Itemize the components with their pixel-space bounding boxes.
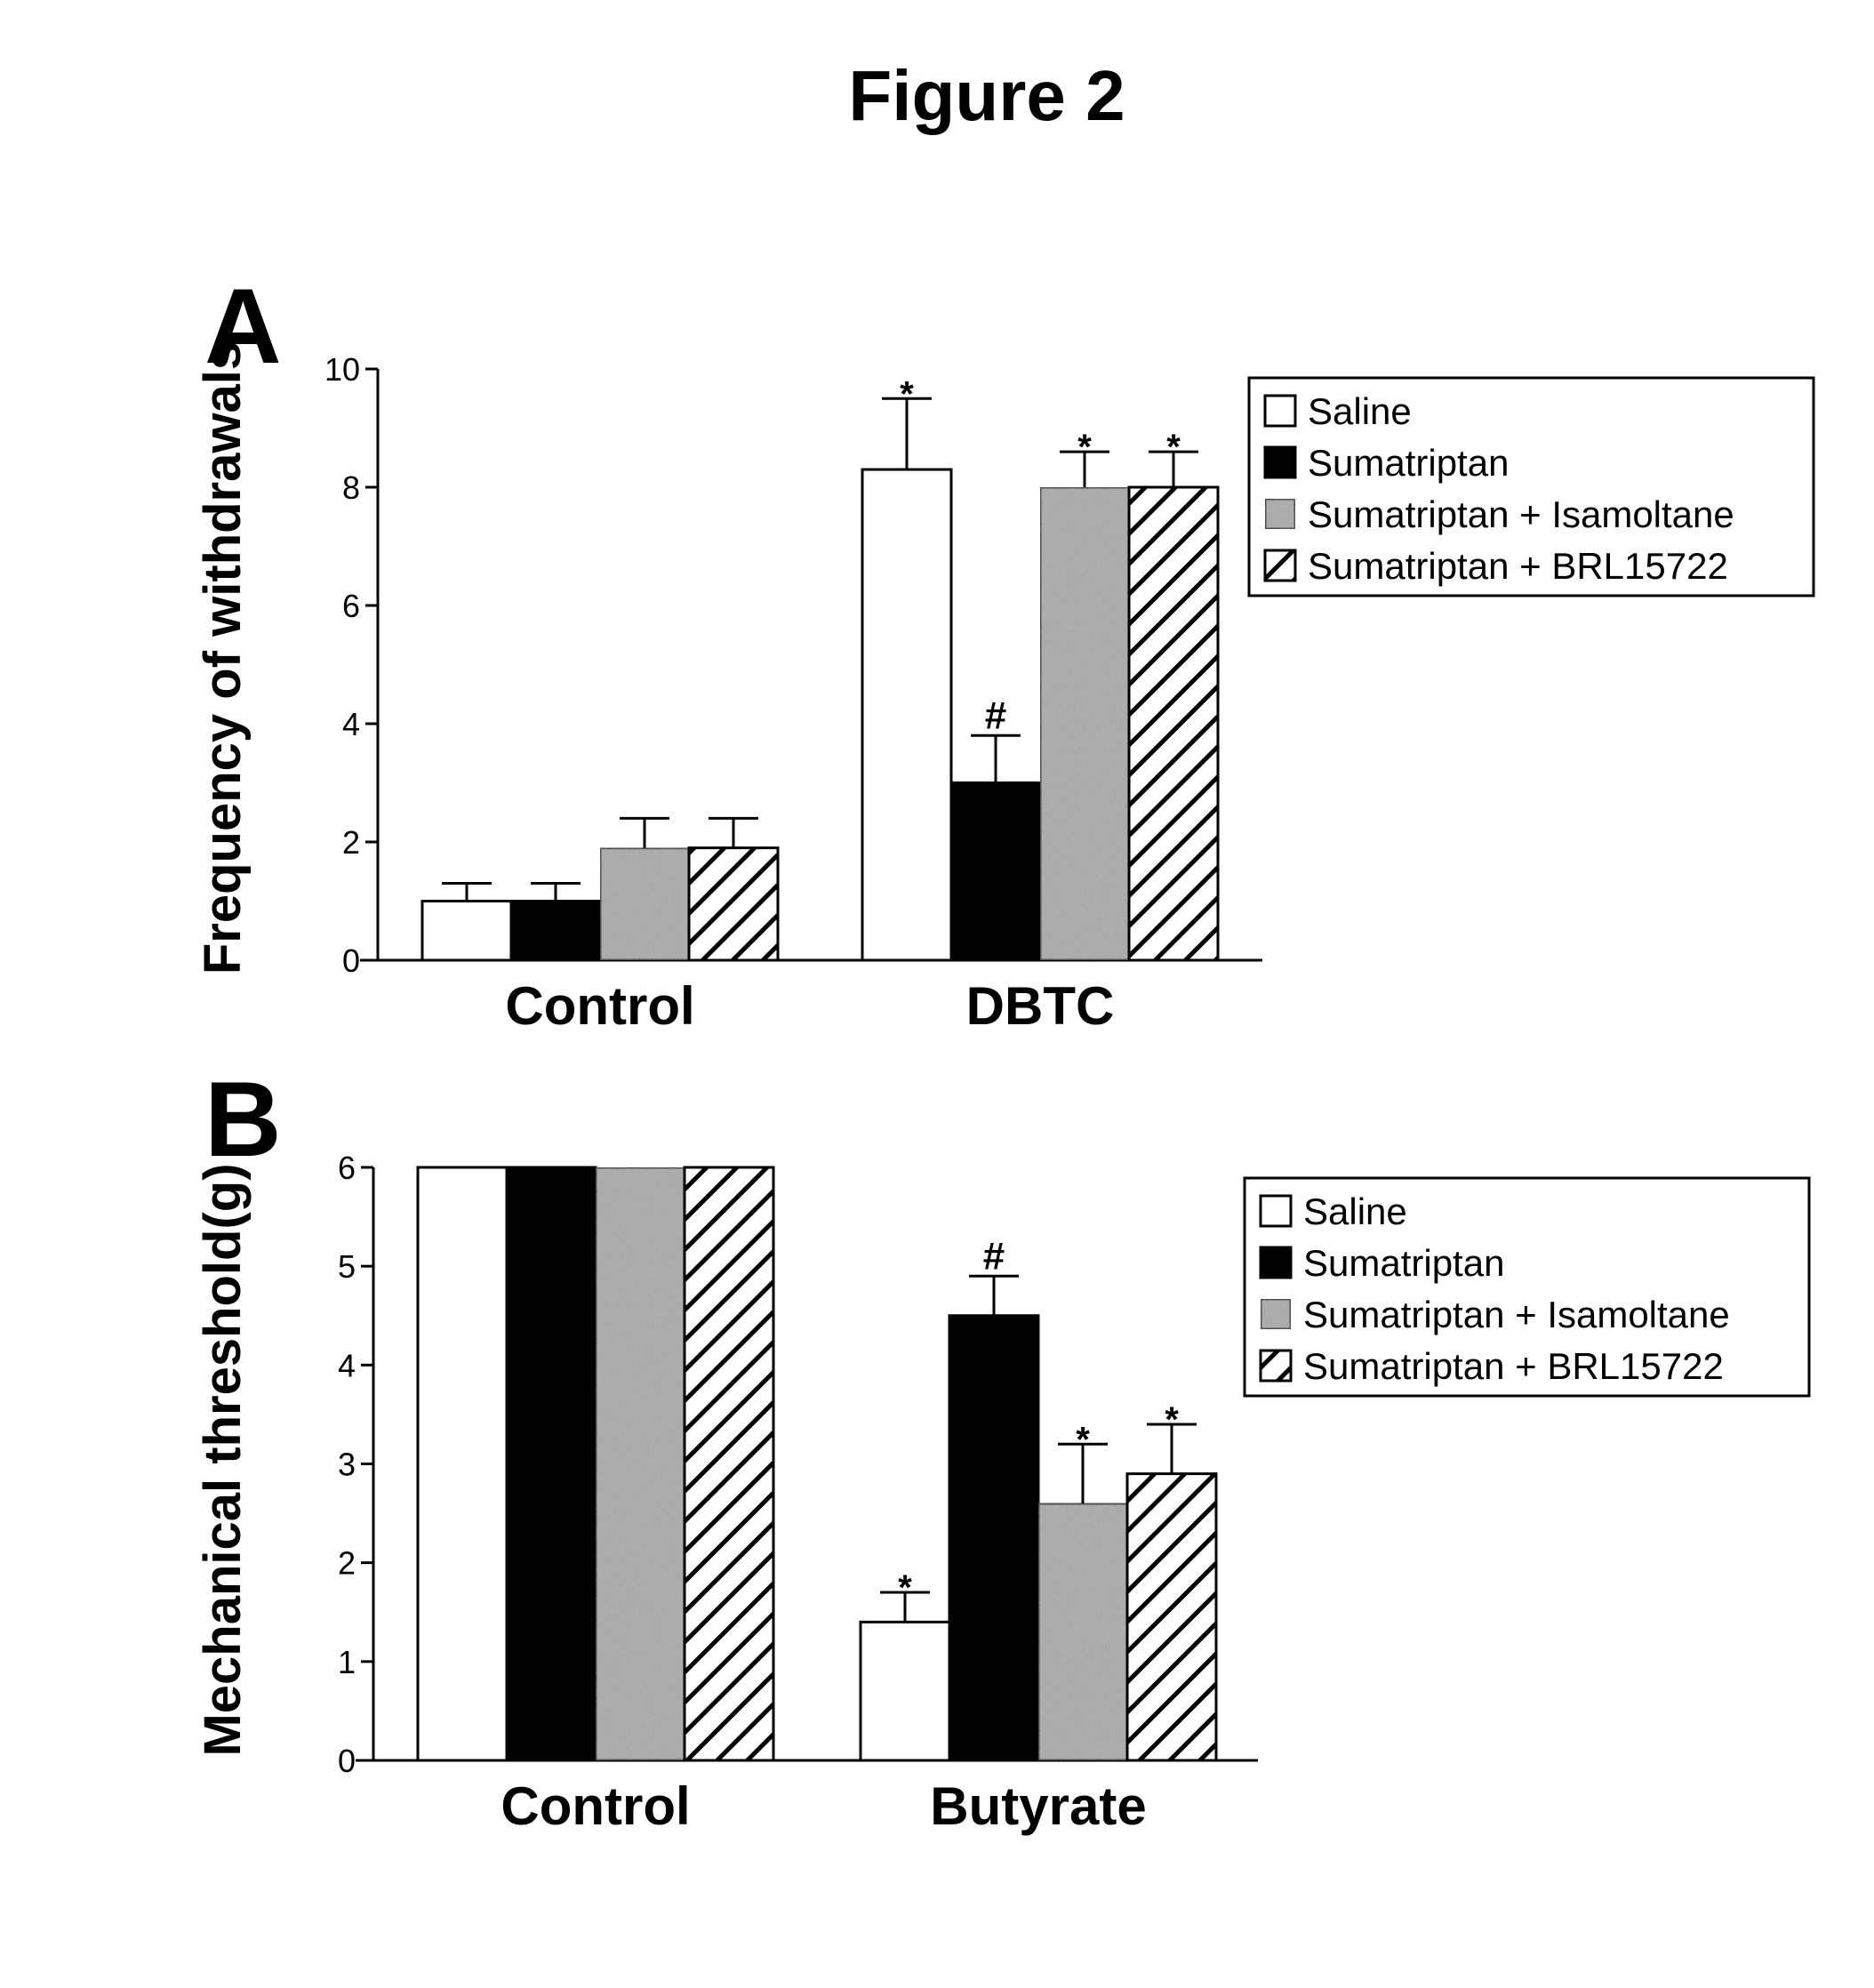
y-tick-label: 0	[342, 942, 360, 979]
panel-a-legend: Saline Sumatriptan Sumatriptan + Isamoltan…	[1247, 376, 1815, 597]
y-tick-label: 4	[338, 1347, 356, 1383]
significance-hash: #	[983, 1234, 1005, 1278]
y-tick-label: 10	[324, 351, 360, 388]
legend-box	[1243, 1176, 1811, 1398]
legend-label-sumatriptan: Sumatriptan	[1303, 1242, 1504, 1284]
bar-saline-control	[416, 1166, 509, 1762]
y-tick-label: 2	[342, 824, 360, 861]
bar-saline-control	[420, 900, 513, 962]
significance-asterisk: *	[898, 1568, 912, 1607]
significance-asterisk: *	[1166, 428, 1181, 467]
bar-brl-control	[683, 1166, 775, 1762]
category-label: Control	[501, 1776, 690, 1836]
significance-asterisk: *	[1165, 1400, 1179, 1439]
category-label: Butyrate	[930, 1776, 1146, 1836]
bar-saline-butyrate	[859, 1620, 951, 1762]
panel-a: A Frequency of withdrawals 0 2 4 6 8 10 Contro…	[194, 267, 1815, 1036]
significance-asterisk: *	[900, 374, 914, 413]
bar-sumatriptan-dbtc	[949, 782, 1042, 962]
bar-isamoltane-dbtc	[1038, 485, 1131, 962]
panel-b-plot: 0 1 2 3 4 5 6 Control * # * * Butyrate	[338, 1150, 1258, 1836]
significance-hash: #	[985, 693, 1006, 737]
bar-isamoltane-control	[598, 846, 691, 962]
bar-sumatriptan-control	[505, 1166, 597, 1762]
legend-label-brl: Sumatriptan + BRL15722	[1303, 1345, 1724, 1387]
legend-swatch-saline	[1259, 1194, 1293, 1228]
bar-isamoltane-control	[594, 1166, 686, 1762]
y-tick-label: 3	[338, 1447, 356, 1483]
legend-swatch-sumatriptan	[1259, 1246, 1293, 1279]
panel-b: B Mechanical threshold(g) 0 1 2 3 4 5 6 Control…	[194, 1060, 1811, 1836]
significance-asterisk: *	[1077, 428, 1092, 467]
y-tick-label: 4	[342, 706, 360, 742]
bar-brl-butyrate	[1125, 1472, 1218, 1762]
legend-label-isamoltane: Sumatriptan + Isamoltane	[1303, 1294, 1730, 1335]
y-tick-label: 5	[338, 1248, 356, 1285]
legend-box	[1247, 376, 1815, 597]
y-tick-label: 6	[342, 588, 360, 624]
y-tick-label: 8	[342, 469, 360, 506]
y-tick-label: 1	[338, 1644, 356, 1680]
bar-isamoltane-butyrate	[1037, 1502, 1129, 1762]
category-label: DBTC	[966, 976, 1115, 1036]
panel-a-plot: 0 2 4 6 8 10 Control * # * * DBTC	[324, 351, 1262, 1036]
legend-label-isamoltane: Sumatriptan + Isamoltane	[1308, 493, 1734, 535]
legend-label-saline: Saline	[1308, 390, 1412, 432]
legend-swatch-brl	[1259, 1349, 1293, 1383]
bar-sumatriptan-butyrate	[948, 1314, 1040, 1762]
panel-b-letter: B	[204, 1060, 282, 1179]
y-tick-label: 6	[338, 1150, 356, 1186]
legend-swatch-isamoltane	[1263, 497, 1297, 531]
bar-saline-dbtc	[861, 468, 953, 962]
legend-label-saline: Saline	[1303, 1190, 1407, 1232]
y-tick-label: 2	[338, 1545, 356, 1582]
legend-swatch-sumatriptan	[1263, 445, 1297, 479]
significance-asterisk: *	[1076, 1420, 1090, 1459]
legend-label-sumatriptan: Sumatriptan	[1308, 442, 1509, 484]
bar-brl-dbtc	[1127, 485, 1220, 962]
legend-swatch-saline	[1263, 394, 1297, 428]
panel-a-ylabel: Frequency of withdrawals	[194, 341, 252, 974]
panel-b-legend: Saline Sumatriptan Sumatriptan + Isamoltan…	[1243, 1176, 1811, 1398]
bar-sumatriptan-control	[509, 900, 602, 962]
y-tick-label: 0	[338, 1743, 356, 1779]
panel-b-ylabel: Mechanical threshold(g)	[194, 1163, 252, 1756]
legend-label-brl: Sumatriptan + BRL15722	[1308, 545, 1728, 587]
legend-swatch-brl	[1263, 549, 1297, 582]
panel-a-letter: A	[204, 267, 282, 386]
category-label: Control	[505, 976, 694, 1036]
legend-swatch-isamoltane	[1259, 1297, 1293, 1331]
bar-brl-control	[687, 846, 780, 962]
figure-title: Figure 2	[848, 56, 1125, 135]
